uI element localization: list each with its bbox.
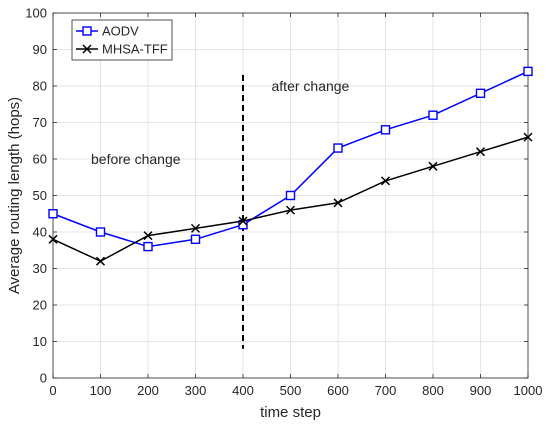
data-point bbox=[475, 88, 486, 99]
y-tick-label: 60 bbox=[33, 152, 47, 167]
data-point bbox=[333, 198, 343, 208]
y-tick-label: 70 bbox=[33, 115, 47, 130]
annotation-text: before change bbox=[91, 151, 181, 167]
x-tick-label: 300 bbox=[185, 383, 207, 398]
data-point bbox=[143, 231, 153, 241]
x-tick-label: 400 bbox=[232, 383, 254, 398]
legend: AODV MHSA-TFF bbox=[71, 19, 173, 61]
data-point bbox=[95, 256, 106, 266]
x-tick-label: 100 bbox=[90, 383, 112, 398]
y-tick-label: 20 bbox=[33, 298, 47, 313]
y-tick-label: 30 bbox=[33, 261, 47, 276]
x-tick-label: 200 bbox=[137, 383, 159, 398]
data-point bbox=[190, 223, 201, 233]
annotations: before change after change bbox=[91, 78, 350, 167]
series-aodv bbox=[48, 66, 533, 252]
data-point bbox=[143, 241, 153, 252]
data-point bbox=[95, 227, 106, 237]
x-axis-ticks: 0 100 200 300 400 500 600 700 800 900 1000 bbox=[49, 13, 542, 398]
data-point bbox=[48, 234, 58, 244]
x-axis-title: time step bbox=[260, 404, 321, 421]
data-point bbox=[523, 132, 533, 142]
data-point bbox=[238, 216, 248, 226]
data-point bbox=[190, 234, 201, 245]
y-tick-label: 40 bbox=[33, 225, 47, 240]
data-point bbox=[285, 190, 296, 201]
x-tick-label: 600 bbox=[327, 383, 349, 398]
data-point bbox=[48, 209, 58, 219]
data-point bbox=[475, 147, 486, 157]
data-point bbox=[428, 161, 438, 171]
data-point bbox=[523, 66, 533, 77]
x-tick-label: 500 bbox=[280, 383, 302, 398]
y-axis-title: Average routing length (hops) bbox=[6, 97, 23, 294]
data-point bbox=[285, 205, 296, 215]
x-tick-label: 1000 bbox=[514, 383, 543, 398]
legend-label: AODV bbox=[102, 24, 139, 39]
legend-marker bbox=[82, 44, 92, 54]
y-tick-label: 10 bbox=[33, 334, 47, 349]
legend-label: MHSA-TFF bbox=[102, 42, 168, 57]
data-point bbox=[333, 143, 343, 153]
x-tick-label: 700 bbox=[375, 383, 397, 398]
series-mhsa-tff bbox=[48, 132, 533, 266]
y-axis-ticks: 0 10 20 30 40 50 60 70 80 90 100 bbox=[25, 6, 528, 386]
y-tick-label: 100 bbox=[25, 6, 47, 21]
annotation-text: after change bbox=[272, 78, 350, 94]
data-point bbox=[380, 125, 391, 135]
legend-item: AODV bbox=[76, 24, 139, 39]
y-tick-label: 80 bbox=[33, 79, 47, 94]
y-tick-label: 90 bbox=[33, 42, 47, 57]
data-point bbox=[380, 176, 391, 186]
y-tick-label: 0 bbox=[40, 371, 47, 386]
x-tick-label: 0 bbox=[49, 383, 56, 398]
data-point bbox=[428, 110, 438, 120]
legend-item: MHSA-TFF bbox=[76, 42, 168, 57]
legend-marker bbox=[82, 26, 92, 36]
series-group bbox=[48, 66, 533, 266]
x-tick-label: 900 bbox=[470, 383, 492, 398]
y-tick-label: 50 bbox=[33, 188, 47, 203]
x-tick-label: 800 bbox=[422, 383, 444, 398]
